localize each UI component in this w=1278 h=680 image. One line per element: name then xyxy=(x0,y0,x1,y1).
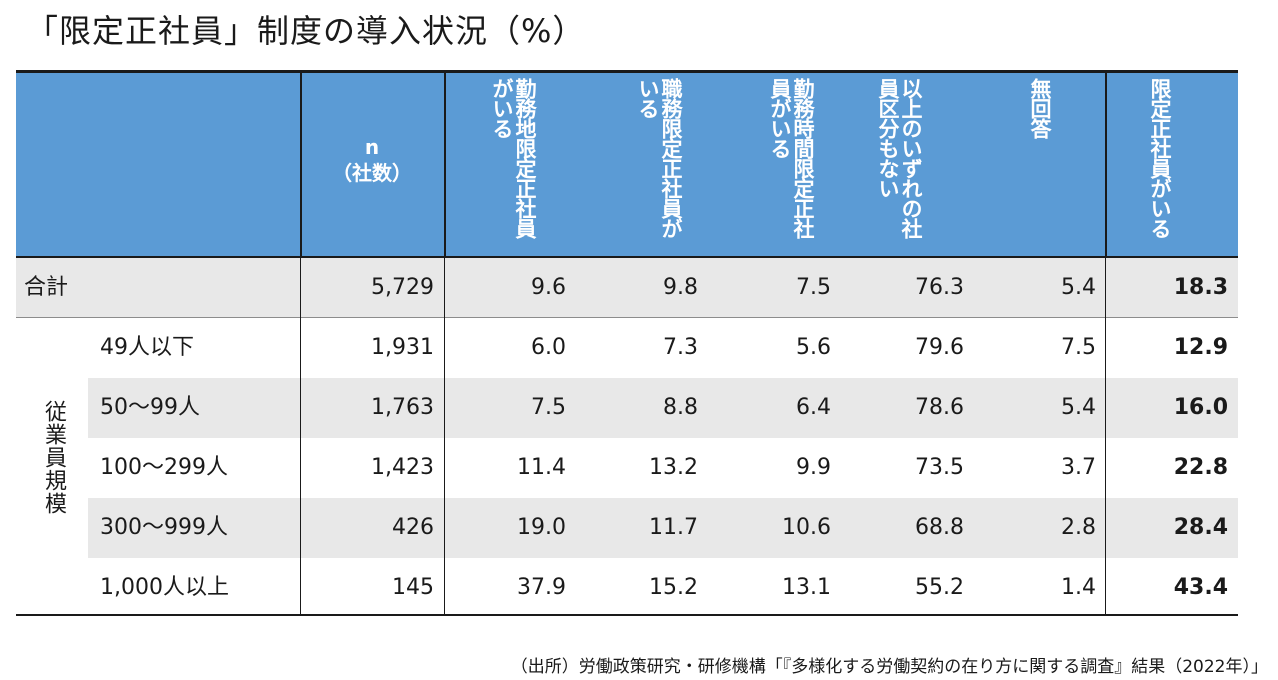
cell-v2: 8.8 xyxy=(663,395,698,420)
cell-v3: 10.6 xyxy=(782,515,831,540)
page-title: 「限定正社員」制度の導入状況（%） xyxy=(26,12,586,50)
header-n-line1: n xyxy=(364,135,380,159)
header-location-limited: 勤務地限定正社員がいる xyxy=(490,78,537,238)
cell-v5: 5.4 xyxy=(1061,275,1096,300)
cell-v4: 78.6 xyxy=(915,395,964,420)
table-row: 100～299人 1,423 11.4 13.2 9.9 73.5 3.7 22.8 xyxy=(16,438,1238,498)
cell-n: 1,931 xyxy=(371,335,434,360)
group-label-employee-size: 従業員規模 xyxy=(41,400,66,515)
cell-v1: 7.5 xyxy=(531,395,566,420)
row-label: 50～99人 xyxy=(100,395,200,420)
cell-v4: 68.8 xyxy=(915,515,964,540)
cell-v3: 5.6 xyxy=(796,335,831,360)
header-n-line2: （社数） xyxy=(332,161,412,185)
table-row: 49人以下 1,931 6.0 7.3 5.6 79.6 7.5 12.9 xyxy=(16,318,1238,378)
cell-v2: 15.2 xyxy=(649,575,698,600)
table-row: 50～99人 1,763 7.5 8.8 6.4 78.6 5.4 16.0 xyxy=(16,378,1238,438)
header-no-answer: 無回答 xyxy=(1028,78,1052,138)
cell-v3: 9.9 xyxy=(796,455,831,480)
cell-v6: 12.9 xyxy=(1173,335,1228,360)
header-none: 以上のいずれの社員区分もない xyxy=(876,78,923,238)
cell-v1: 6.0 xyxy=(531,335,566,360)
cell-v3: 13.1 xyxy=(782,575,831,600)
header-separator xyxy=(1105,70,1107,256)
cell-v5: 1.4 xyxy=(1061,575,1096,600)
header-hours-limited: 勤務時間限定正社員がいる xyxy=(768,78,815,238)
cell-v4: 55.2 xyxy=(915,575,964,600)
cell-v5: 5.4 xyxy=(1061,395,1096,420)
cell-v4: 73.5 xyxy=(915,455,964,480)
header-job-limited: 職務限定正社員がいる xyxy=(636,78,683,238)
source-note: （出所）労働政策研究・研修機構「『多様化する労働契約の在り方に関する調査』結果（… xyxy=(510,657,1268,677)
cell-v2: 9.8 xyxy=(663,275,698,300)
cell-v1: 9.6 xyxy=(531,275,566,300)
header-limited-any: 限定正社員がいる xyxy=(1148,78,1172,238)
cell-v4: 76.3 xyxy=(915,275,964,300)
header-separator xyxy=(300,70,302,256)
cell-v1: 19.0 xyxy=(517,515,566,540)
row-divider xyxy=(16,317,1238,318)
data-table: n （社数） 勤務地限定正社員がいる 職務限定正社員がいる 勤務時間限定正社員が… xyxy=(16,70,1238,616)
header-separator xyxy=(444,70,446,256)
cell-v2: 13.2 xyxy=(649,455,698,480)
column-divider xyxy=(444,256,445,616)
row-label: 300～999人 xyxy=(100,515,228,540)
cell-v5: 3.7 xyxy=(1061,455,1096,480)
row-label: 100～299人 xyxy=(100,455,228,480)
column-divider xyxy=(300,256,301,616)
cell-n: 145 xyxy=(392,575,434,600)
header-n: n （社数） xyxy=(302,134,442,186)
cell-v4: 79.6 xyxy=(915,335,964,360)
column-divider xyxy=(1105,256,1106,616)
table-header xyxy=(16,70,1238,256)
cell-v6: 28.4 xyxy=(1173,515,1228,540)
row-label: 合計 xyxy=(24,275,69,300)
cell-v6: 22.8 xyxy=(1173,455,1228,480)
header-divider xyxy=(16,256,1238,258)
cell-v2: 7.3 xyxy=(663,335,698,360)
cell-n: 5,729 xyxy=(371,275,434,300)
row-shading xyxy=(88,378,1238,438)
cell-n: 1,763 xyxy=(371,395,434,420)
table-row: 1,000人以上 145 37.9 15.2 13.1 55.2 1.4 43.4 xyxy=(16,558,1238,618)
cell-v3: 7.5 xyxy=(796,275,831,300)
cell-v1: 37.9 xyxy=(517,575,566,600)
cell-v5: 2.8 xyxy=(1061,515,1096,540)
row-label: 49人以下 xyxy=(100,335,194,360)
cell-v5: 7.5 xyxy=(1061,335,1096,360)
cell-v6: 16.0 xyxy=(1173,395,1228,420)
table-row: 300～999人 426 19.0 11.7 10.6 68.8 2.8 28.4 xyxy=(16,498,1238,558)
row-shading xyxy=(16,258,1238,318)
cell-v6: 18.3 xyxy=(1173,275,1228,300)
cell-n: 1,423 xyxy=(371,455,434,480)
cell-v2: 11.7 xyxy=(649,515,698,540)
cell-n: 426 xyxy=(392,515,434,540)
row-shading xyxy=(88,498,1238,558)
cell-v6: 43.4 xyxy=(1173,575,1228,600)
table-row: 合計 5,729 9.6 9.8 7.5 76.3 5.4 18.3 xyxy=(16,258,1238,318)
table-bottom-border xyxy=(16,614,1238,616)
cell-v1: 11.4 xyxy=(517,455,566,480)
cell-v3: 6.4 xyxy=(796,395,831,420)
row-label: 1,000人以上 xyxy=(100,575,229,600)
